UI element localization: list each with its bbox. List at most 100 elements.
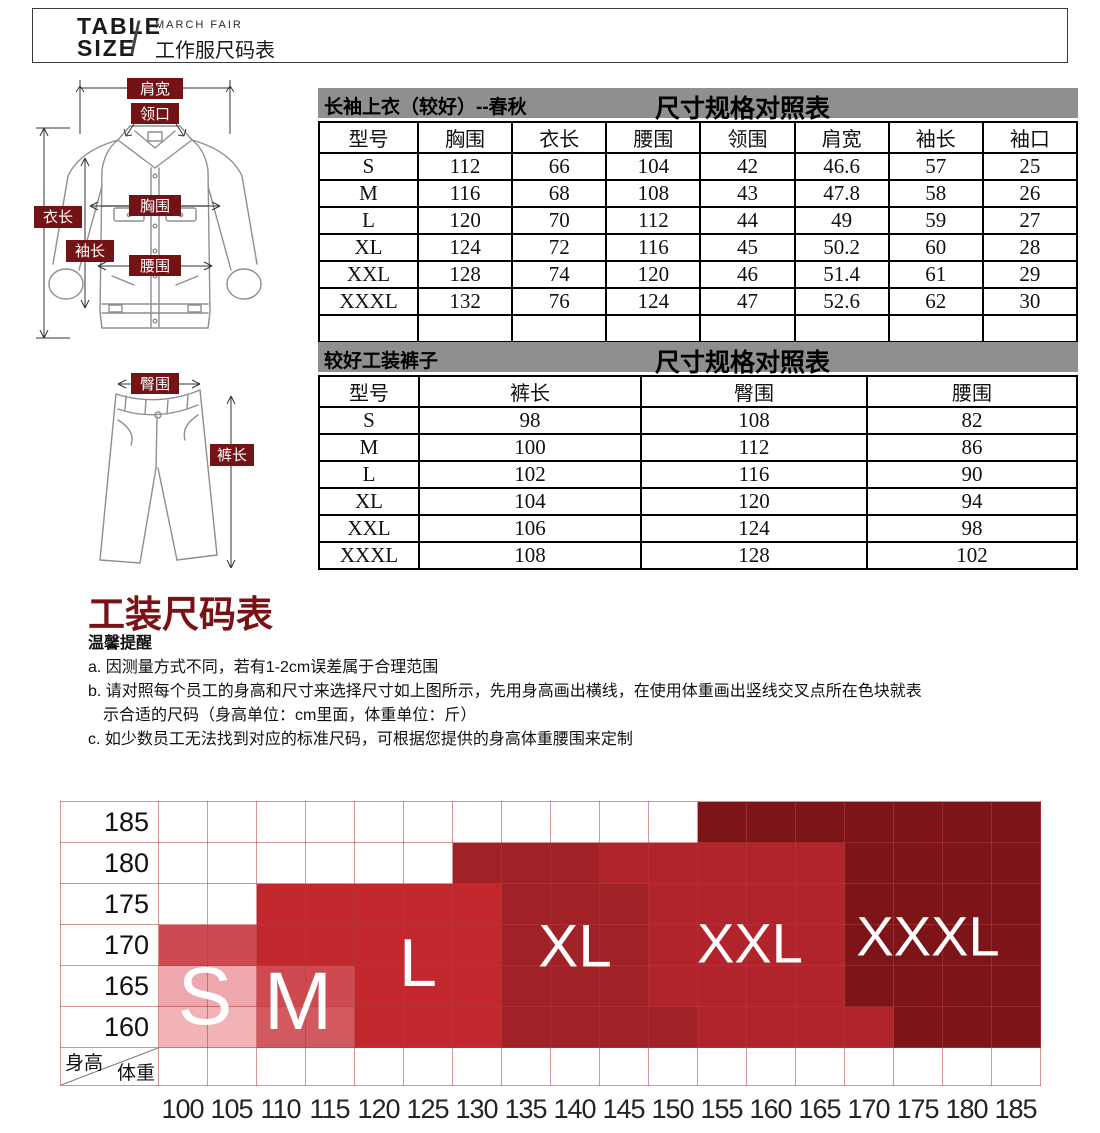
table-cell: 46: [699, 260, 796, 289]
banner-subtitle-en: MARCH FAIR: [155, 19, 243, 31]
x-axis-tick: 165: [798, 1094, 841, 1124]
size-region-cell: [991, 842, 1041, 884]
empty-cell: [699, 314, 796, 343]
size-letter-m: M: [263, 956, 333, 1047]
column-header: 领围: [699, 121, 796, 154]
size-region-cell: [844, 801, 894, 843]
y-axis-tick: 170: [60, 924, 159, 966]
tag-jacket-length: 衣长: [43, 209, 73, 226]
size-region-cell: [697, 1006, 747, 1048]
empty-grid-cell: [305, 801, 355, 843]
size-region-cell: [746, 801, 796, 843]
table-cell: S: [318, 152, 419, 181]
column-header: 型号: [318, 121, 419, 154]
size-region-cell: [158, 965, 208, 1007]
size-region-cell: [746, 965, 796, 1007]
column-header: 衣长: [511, 121, 608, 154]
size-region-cell: [942, 801, 992, 843]
x-axis-tick: 155: [700, 1094, 743, 1124]
table-cell: 27: [981, 206, 1079, 235]
column-header: 袖长: [887, 121, 984, 154]
size-region-cell: [305, 965, 355, 1007]
empty-grid-cell: [746, 1047, 796, 1086]
jacket-table-subtitle: 尺寸规格对照表: [655, 95, 831, 123]
size-region-cell: [354, 965, 404, 1007]
empty-grid-cell: [697, 1047, 747, 1086]
x-axis-tick: 180: [945, 1094, 988, 1124]
brand-line2: SIZE: [77, 35, 137, 61]
tag-chest: 胸围: [140, 198, 170, 215]
table-cell: 112: [416, 152, 514, 181]
table-row: S 98 108 82: [318, 406, 1078, 435]
tag-shoulder: 肩宽: [140, 81, 170, 98]
size-region-cell: [256, 1006, 306, 1048]
column-header: 肩宽: [793, 121, 890, 154]
table-cell: M: [318, 179, 419, 208]
size-region-cell: [746, 1006, 796, 1048]
size-region-cell: [942, 965, 992, 1007]
table-row: XXXL 132 76 124 47 52.6 62 30: [318, 287, 1079, 316]
size-region-cell: [893, 965, 943, 1007]
reminder-title: 温馨提醒: [88, 635, 153, 652]
pants-table-title: 较好工装裤子: [324, 351, 439, 372]
table-cell: 132: [416, 287, 514, 316]
size-region-cell: [991, 883, 1041, 925]
size-region-cell: [501, 842, 551, 884]
empty-cell: [416, 314, 514, 343]
size-region-cell: [501, 883, 551, 925]
empty-row: [318, 314, 1079, 343]
table-cell: 72: [511, 233, 608, 262]
table-cell: 128: [640, 541, 868, 570]
table-cell: XXL: [318, 260, 419, 289]
size-region-cell: [697, 842, 747, 884]
banner-subtitle: MARCH FAIR 工作服尺码表: [155, 19, 275, 63]
size-region-cell: [256, 965, 306, 1007]
table-cell: 68: [511, 179, 608, 208]
table-cell: 30: [981, 287, 1079, 316]
size-region-cell: [697, 965, 747, 1007]
table-cell: 45: [699, 233, 796, 262]
size-region-cell: [844, 842, 894, 884]
size-region-cell: [795, 924, 845, 966]
x-axis-tick: 115: [309, 1094, 350, 1124]
corner-row: 身高 体重: [60, 1047, 1041, 1086]
empty-grid-cell: [550, 801, 600, 843]
empty-grid-cell: [207, 842, 257, 884]
table-cell: L: [318, 460, 420, 489]
pants-table-subtitle: 尺寸规格对照表: [655, 349, 831, 377]
chart-row: 175: [60, 883, 1041, 925]
size-region-cell: [452, 965, 502, 1007]
empty-grid-cell: [403, 842, 453, 884]
table-cell: 120: [416, 206, 514, 235]
table-cell: 59: [887, 206, 984, 235]
size-region-cell: [795, 801, 845, 843]
table-cell: 60: [887, 233, 984, 262]
empty-grid-cell: [452, 801, 502, 843]
size-region-cell: [844, 1006, 894, 1048]
size-region-cell: [648, 883, 698, 925]
x-axis-tick: 135: [504, 1094, 547, 1124]
size-region-cell: [550, 842, 600, 884]
table-cell: 52.6: [793, 287, 890, 316]
size-region-cell: [305, 883, 355, 925]
table-cell: 58: [887, 179, 984, 208]
size-region-cell: [844, 965, 894, 1007]
table-cell: 82: [866, 406, 1078, 435]
table-cell: 47: [699, 287, 796, 316]
y-axis-tick: 175: [60, 883, 159, 925]
size-letter-l: L: [399, 925, 437, 1001]
table-cell: XXL: [318, 514, 420, 543]
empty-grid-cell: [207, 883, 257, 925]
size-region-cell: [893, 883, 943, 925]
table-row: S 112 66 104 42 46.6 57 25: [318, 152, 1079, 181]
size-region-cell: [648, 1006, 698, 1048]
jacket-table-header-bar: 长袖上衣（较好）--春秋 尺寸规格对照表: [318, 88, 1078, 123]
empty-cell: [318, 314, 419, 343]
table-row: M 116 68 108 43 47.8 58 26: [318, 179, 1079, 208]
note-b-line2: 示合适的尺码（身高单位：cm里面，体重单位：斤）: [103, 707, 477, 724]
table-cell: 120: [640, 487, 868, 516]
empty-grid-cell: [501, 1047, 551, 1086]
table-cell: 46.6: [793, 152, 890, 181]
